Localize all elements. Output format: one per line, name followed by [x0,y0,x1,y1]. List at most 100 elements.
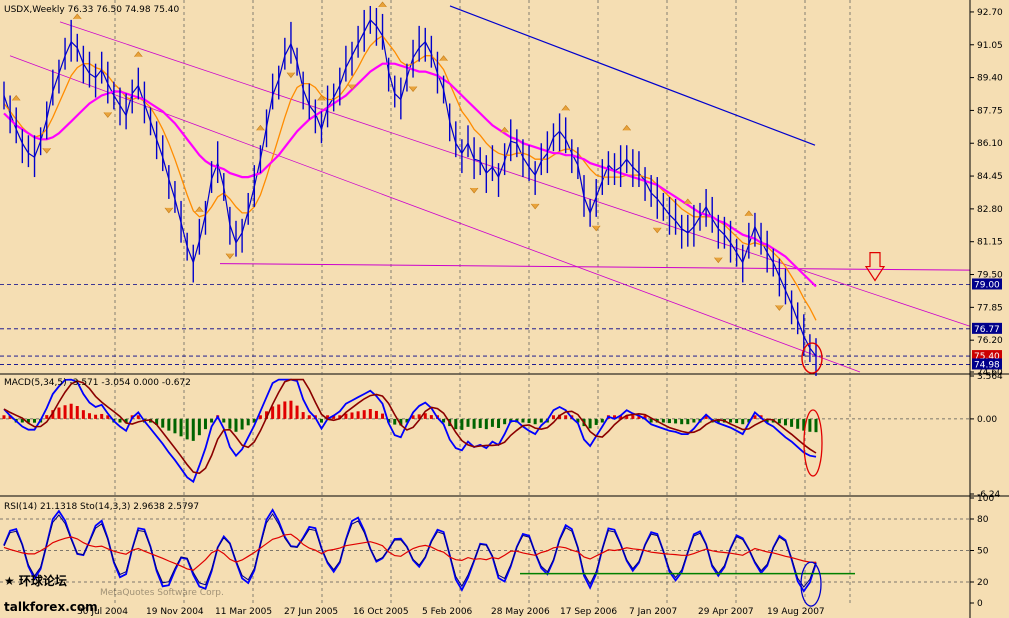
price-panel [3,1,971,376]
fractal-marker [683,198,693,205]
macd-bar [613,415,617,419]
macd-bar [301,412,305,419]
macd-bar [277,404,281,419]
fractal-marker [164,207,174,214]
macd-header: MACD(5,34,5) -3.571 -3.054 0.000 -0.672 [4,378,191,388]
channel-upper-line [59,21,971,327]
fractal-marker [653,227,662,234]
rsi-line [3,533,817,571]
macd-bar [8,415,12,419]
fractal-marker [42,148,51,154]
macd-bar [319,418,323,423]
macd-bar [295,405,299,419]
macd-bar [222,418,226,423]
macd-bar [356,411,360,419]
macd-bar [75,406,79,419]
macd-bar [350,412,354,419]
macd-bar [631,415,635,419]
macd-bar [417,414,421,419]
fractal-marker [408,86,418,93]
macd-bar [283,401,287,419]
macd-bar [252,418,256,423]
macd-bar [258,415,262,419]
price-tick-label: 91.05 [977,41,1003,51]
watermark-copyright: MetaQuotes Software Corp. [100,588,224,598]
macd-bar [735,418,739,424]
macd-bar [20,418,24,423]
macd-bar [106,415,110,419]
date-tick-label: 16 Oct 2005 [353,607,409,617]
support-line [219,263,971,271]
macd-bar [332,415,336,419]
macd-bar [69,403,73,419]
macd-bar [405,418,409,423]
macd-tick-label: 3.564 [977,372,1003,382]
price-tag-label: 79.00 [974,280,1000,290]
macd-bar [802,418,806,431]
price-tick-label: 76.20 [977,336,1003,346]
price-series-line [3,62,817,288]
price-tick-label: 84.45 [977,172,1003,182]
macd-bar [753,415,757,419]
rsi-panel [3,508,855,607]
macd-bar [643,415,647,419]
macd-bar [271,406,275,419]
macd-bar [649,418,653,423]
macd-bar [289,400,293,419]
macd-bar [173,418,177,434]
fractal-marker [256,124,265,131]
macd-bar [472,418,476,429]
fractal-marker [11,95,21,101]
date-tick-label: 7 Jan 2007 [629,607,677,617]
macd-bar [228,418,232,429]
macd-bar [680,418,684,425]
fractal-marker [73,13,82,20]
macd-bar [240,418,244,430]
macd-bar [484,418,488,430]
macd-bar [118,418,122,423]
macd-bar [51,410,55,419]
fractal-marker [286,72,296,79]
fractal-marker [317,95,326,101]
down-arrow-annotation [864,252,886,282]
macd-bar [741,418,745,425]
macd-bar [429,415,433,419]
macd-bar [234,418,238,432]
macd-bar [588,418,592,429]
macd-bar [808,418,812,432]
price-tick-label: 79.50 [977,271,1003,281]
macd-bar [393,418,397,425]
macd-bar [594,418,598,425]
macd-bar [185,418,189,440]
fractal-marker [378,1,387,8]
macd-bar [374,410,378,419]
macd-bar [814,418,818,433]
macd-bar [783,418,787,426]
macd-bar [790,418,794,427]
fractal-marker [714,257,723,264]
rsi-header: RSI(14) 21.1318 Sto(14,3,3) 2.9638 2.579… [4,502,199,512]
macd-bar [197,418,201,436]
price-tick-label: 87.75 [977,106,1003,116]
macd-bar [33,418,37,423]
highlight-ellipse [801,342,823,374]
rsi-tick-label: 100 [977,494,994,504]
macd-bar [674,418,678,424]
fractal-marker [103,112,113,118]
fractal-marker [134,51,143,57]
macd-highlight-ellipse [803,409,823,477]
macd-bar [667,418,671,424]
macd-bar [704,415,708,419]
macd-bar [625,415,629,419]
macd-bar [527,418,531,424]
fractal-marker [591,225,601,232]
price-tick-label: 86.10 [977,139,1003,149]
fractal-marker [530,203,540,210]
macd-bar [246,418,250,426]
macd-bar [136,415,140,419]
macd-bar [454,418,458,430]
macd-tick-label: 0.00 [977,415,997,425]
price-tick-label: 92.70 [977,8,1003,18]
macd-bar [716,418,720,423]
